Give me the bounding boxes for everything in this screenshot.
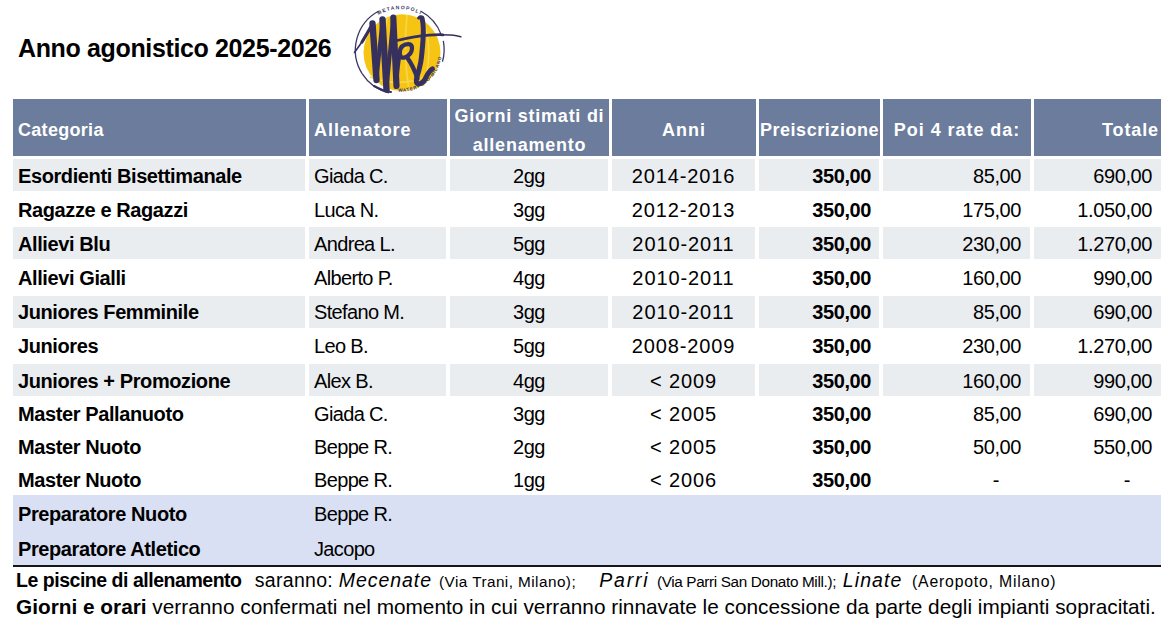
svg-text:METANOPOLI: METANOPOLI — [376, 4, 424, 16]
